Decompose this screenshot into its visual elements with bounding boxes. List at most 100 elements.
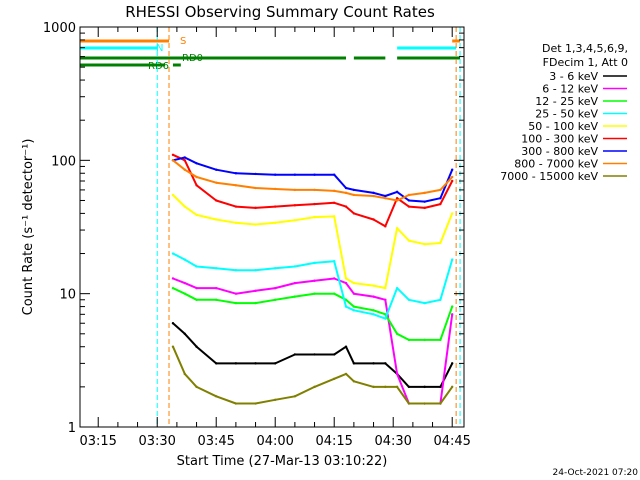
data-point [274,205,277,208]
data-point [313,261,316,265]
data-point [407,199,411,202]
data-point [451,313,454,316]
data-point [384,194,387,198]
data-point [171,345,175,348]
data-point [274,187,277,191]
data-point [234,402,238,405]
data-point [384,298,387,301]
data-point [423,206,426,210]
data-point [195,213,198,217]
series-line [172,252,454,320]
series-line [172,194,454,290]
data-point [451,385,454,389]
series-line [172,277,454,405]
data-point [254,402,257,405]
data-point [423,385,426,389]
data-point [293,204,297,207]
data-point [195,162,198,165]
y-axis-label: Count Rate (s⁻¹ detector⁻¹) [21,139,36,316]
data-point [171,159,175,162]
data-point [384,196,387,200]
data-point [423,402,426,405]
x-axis-label: Start Time (27-Mar-13 03:10:22) [177,454,388,469]
data-point [439,402,442,405]
data-point [407,298,411,301]
timestamp: 24-Oct-2021 07:20 [553,468,639,478]
data-point [183,292,186,295]
data-point [407,193,411,197]
data-point [254,289,257,293]
data-point [215,168,218,171]
legend-label: 25 - 50 keV [535,108,598,121]
data-point [183,159,186,162]
chart-title: RHESSI Observing Summary Count Rates [125,3,435,21]
data-point [183,205,186,208]
data-point [333,201,336,205]
data-point [333,377,336,380]
data-point [183,258,186,261]
data-point [183,281,186,285]
x-tick-label: 04:00 [256,434,293,449]
data-point [395,385,399,389]
legend-header-line-2: FDecim 1, Att 0 [543,56,628,69]
data-point [344,277,348,280]
data-point [274,173,277,176]
data-point [254,301,257,305]
data-point [384,286,387,290]
data-point [395,286,399,290]
data-point [384,362,387,365]
data-point [195,175,198,179]
legend-label: 800 - 7000 keV [514,158,598,171]
data-point [352,188,356,192]
data-point [352,309,356,312]
data-point [274,221,277,225]
data-point [293,219,297,222]
data-point [352,281,356,285]
legend-label: 300 - 800 keV [521,145,598,158]
data-point [313,353,316,356]
legend-label: 12 - 25 keV [535,95,598,108]
data-point [293,395,297,398]
data-point [171,277,175,280]
y-axis: 1 10 100 1000 [43,21,464,436]
legend-label: 7000 - 15000 keV [500,170,598,183]
data-point [333,215,336,218]
plot-frame [79,26,465,428]
flag-label: N [156,43,163,54]
data-point [293,281,297,285]
data-point [423,301,426,305]
data-point [344,305,348,308]
data-point [274,286,277,290]
data-point [451,305,454,308]
data-point [395,190,399,194]
data-point [234,205,238,208]
data-point [274,298,277,301]
data-point [352,362,356,365]
data-point [395,199,399,202]
data-point [313,215,316,219]
x-tick-label: 04:30 [374,434,411,449]
data-point [293,173,297,176]
data-point [215,199,218,202]
data-point [451,212,454,215]
data-point [171,286,175,290]
x-axis: 03:15 03:30 03:45 04:00 04:15 04:30 04:45 [79,27,471,449]
data-point [254,362,257,365]
series-line [172,287,454,341]
data-point [372,284,375,287]
data-point [407,402,411,405]
data-point [274,398,277,401]
data-point [333,292,336,295]
legend-header-line-1: Det 1,3,4,5,6,9, [542,42,628,55]
data-point [344,191,348,195]
flag-label: RD6 [148,61,169,72]
data-point [439,202,442,206]
data-point [234,362,238,365]
data-point [215,362,218,365]
data-point [352,193,356,197]
data-point [293,295,297,298]
data-point [333,277,336,280]
data-point [407,239,411,242]
data-point [344,345,348,348]
